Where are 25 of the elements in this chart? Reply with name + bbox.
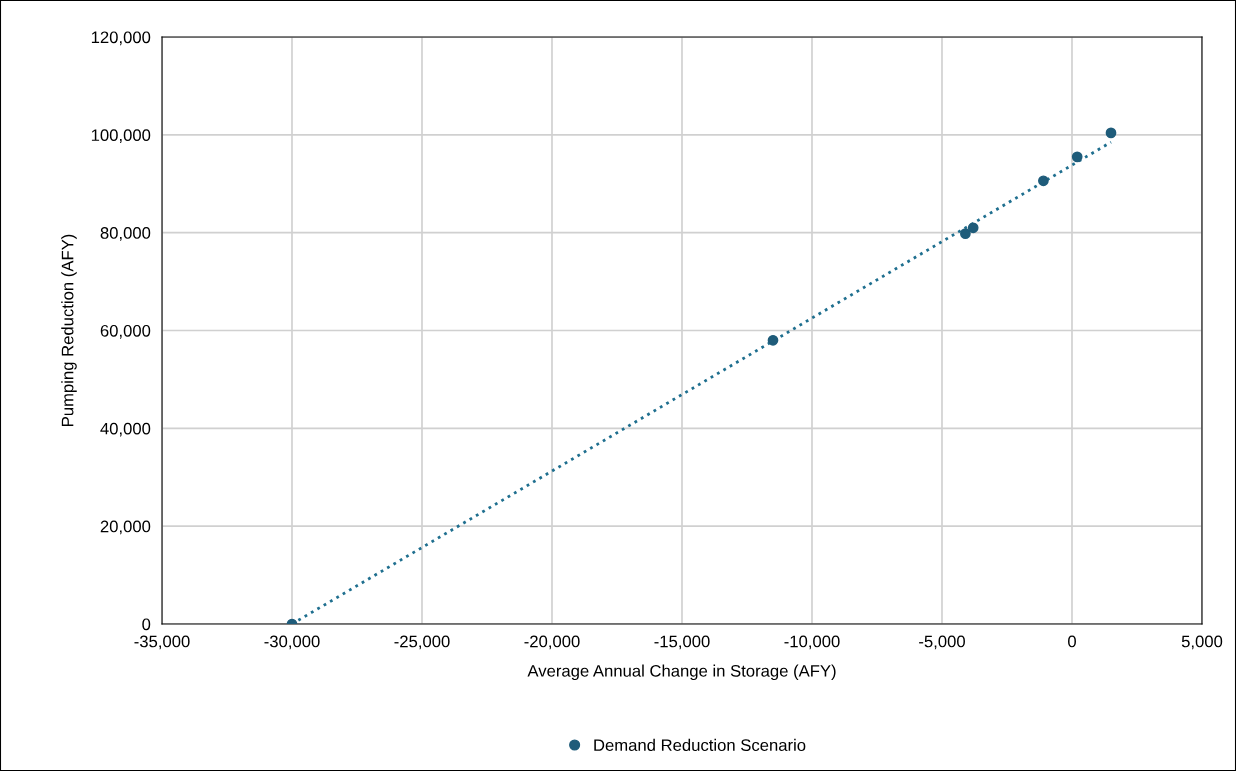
x-tick-label: -10,000 bbox=[784, 635, 840, 650]
x-tick-label: -30,000 bbox=[264, 635, 320, 650]
point bbox=[767, 334, 779, 346]
x-tick-label: -25,000 bbox=[394, 635, 450, 650]
y-tick-label: 20,000 bbox=[100, 520, 151, 535]
x-tick-label: -15,000 bbox=[654, 635, 710, 650]
x-tick-label: 0 bbox=[1068, 635, 1076, 648]
x-axis-title: Average Annual Change in Storage (AFY) bbox=[527, 664, 836, 681]
legend-label: Demand Reduction Scenario bbox=[594, 738, 806, 752]
point bbox=[1038, 175, 1049, 187]
point bbox=[960, 228, 971, 239]
y-tick-label: 60,000 bbox=[100, 324, 151, 339]
x-tick-label: -20,000 bbox=[524, 635, 580, 650]
y-tick-label: 0 bbox=[142, 618, 151, 631]
point bbox=[967, 222, 979, 234]
x-tick-label: -35,000 bbox=[134, 635, 190, 650]
y-tick-label: 40,000 bbox=[100, 422, 151, 437]
y-tick-label: 100,000 bbox=[91, 129, 151, 144]
y-tick-label: 120,000 bbox=[91, 31, 151, 46]
y-axis-title: Pumping Reduction (AFY) bbox=[61, 234, 77, 426]
y-tick-label: 80,000 bbox=[100, 227, 151, 241]
x-tick-label: -5,000 bbox=[919, 635, 965, 650]
point bbox=[1105, 127, 1117, 139]
point bbox=[1071, 151, 1083, 163]
x-tick-label: 5,000 bbox=[1181, 635, 1223, 650]
